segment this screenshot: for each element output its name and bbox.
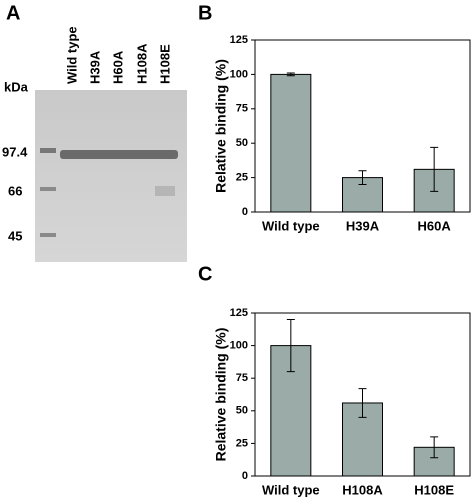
panel-label: A [6, 2, 20, 24]
marker-label: 45 [8, 228, 22, 243]
y-axis-label: Relative binding (%) [213, 59, 229, 193]
x-tick-label: H108A [342, 482, 383, 497]
y-tick-label: 25 [236, 437, 248, 449]
error-bar [358, 170, 367, 185]
lane-label: Wild type [64, 26, 79, 84]
ladder-band [40, 233, 56, 237]
x-tick-label: Wild type [262, 218, 320, 233]
marker-label: 66 [8, 183, 22, 198]
error-bar [286, 319, 295, 373]
lane-label: H39A [87, 50, 102, 84]
error-bar [286, 72, 295, 77]
lane-label: H108E [157, 44, 172, 84]
y-tick-label: 50 [236, 405, 248, 417]
x-tick-label: Wild type [262, 482, 320, 497]
y-tick-label: 100 [230, 340, 248, 352]
error-bar [430, 146, 439, 192]
y-tick-label: 125 [230, 307, 248, 319]
y-tick-label: 100 [230, 68, 248, 80]
marker-label: 97.4 [2, 144, 28, 159]
y-tick-label: 75 [236, 372, 248, 384]
panel-label: C [198, 263, 212, 285]
faint-band [155, 186, 175, 196]
y-axis-label: Relative binding (%) [213, 328, 229, 462]
ladder-band [40, 148, 56, 153]
bar [270, 73, 312, 213]
y-tick-label: 25 [236, 172, 248, 184]
error-bar [430, 436, 439, 459]
y-tick-label: 125 [230, 34, 248, 46]
x-tick-label: H39A [346, 218, 380, 233]
lane-label: H108A [134, 43, 149, 84]
protein-band [60, 150, 178, 159]
gel [35, 90, 187, 262]
ladder-band [40, 187, 56, 191]
y-tick-label: 0 [242, 470, 248, 482]
lane-label: H60A [110, 50, 125, 84]
panel-label: B [198, 2, 212, 24]
unit-label: kDa [4, 79, 29, 94]
y-tick-label: 50 [236, 137, 248, 149]
y-tick-label: 0 [242, 206, 248, 218]
y-tick-label: 75 [236, 103, 248, 115]
x-tick-label: H60A [418, 218, 452, 233]
error-bar [358, 388, 367, 418]
x-tick-label: H108E [414, 482, 454, 497]
